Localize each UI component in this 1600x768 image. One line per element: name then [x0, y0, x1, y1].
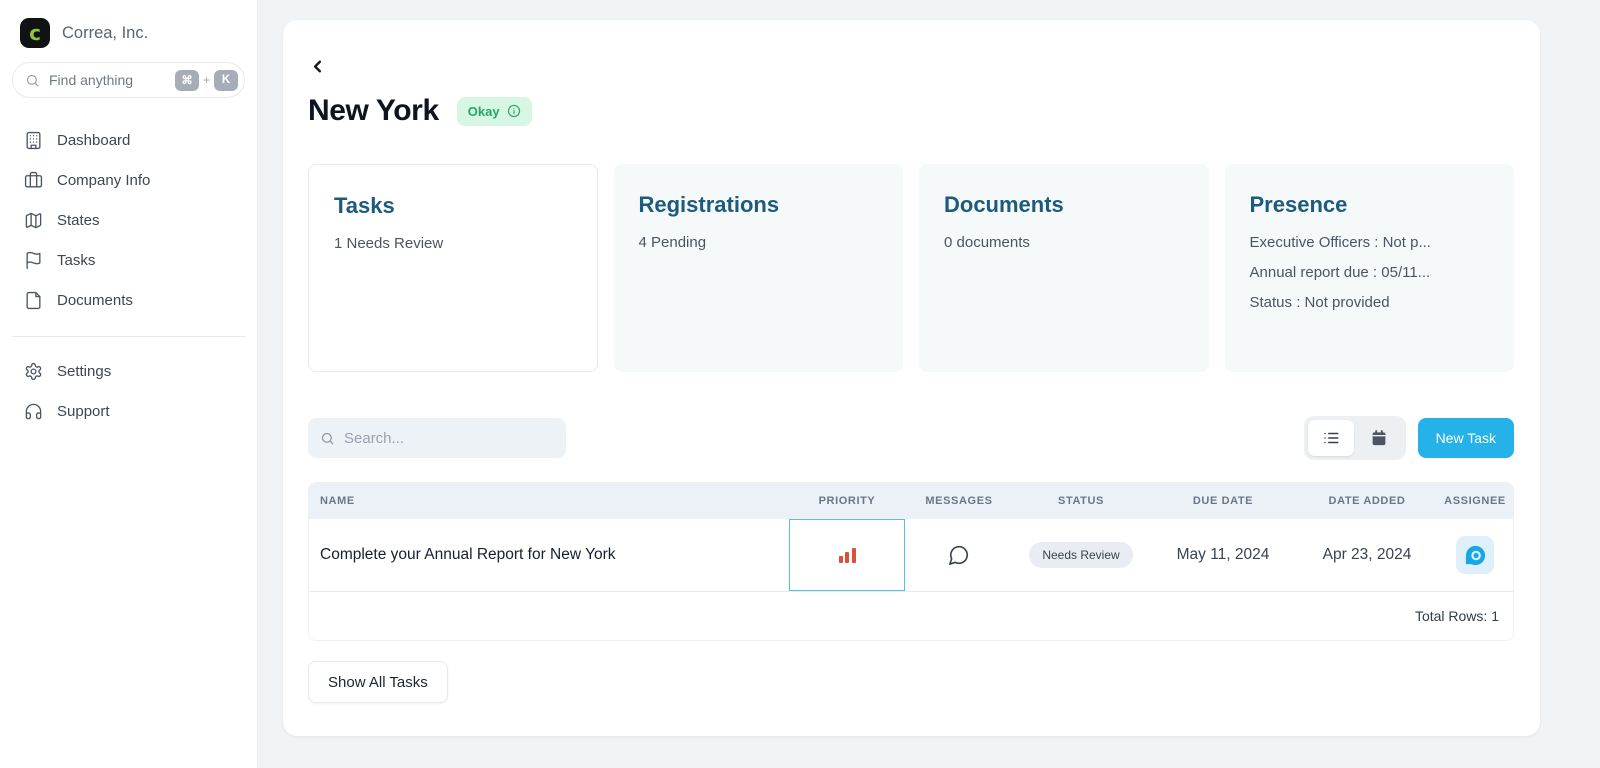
sidebar-item-label: Dashboard [57, 131, 131, 149]
column-header-messages: Messages [925, 495, 993, 507]
gear-icon [25, 362, 42, 380]
list-icon [1323, 432, 1339, 444]
card-line: Executive Officers : Not p... [1249, 234, 1431, 251]
view-toggle [1303, 416, 1406, 460]
chevron-left-icon [313, 60, 322, 72]
k-key: K [214, 69, 238, 91]
sidebar-item-label: Support [57, 402, 110, 420]
sidebar: c Correa, Inc. Find anything ⌘ + K Dashb… [0, 0, 258, 768]
assignee-avatar [1456, 536, 1494, 574]
summary-cards: Tasks 1 Needs Review Registrations 4 Pen… [308, 164, 1514, 372]
table-row[interactable]: Complete your Annual Report for New York… [309, 519, 1513, 592]
tasks-card[interactable]: Tasks 1 Needs Review [308, 164, 598, 372]
messages-cell[interactable] [905, 519, 1013, 591]
sidebar-item-states[interactable]: States [12, 200, 245, 240]
command-key: ⌘ [174, 69, 199, 91]
message-bubble-icon [949, 545, 969, 565]
column-header-name: Name [320, 495, 355, 507]
sidebar-divider [12, 336, 245, 337]
sidebar-item-dashboard[interactable]: Dashboard [12, 120, 245, 160]
status-pill: Needs Review [1029, 542, 1133, 568]
assignee-logo-icon [1465, 545, 1485, 565]
table-footer: Total Rows: 1 [309, 592, 1513, 640]
page-header: New York Okay [308, 94, 1514, 128]
card-line: Status : Not provided [1249, 294, 1390, 311]
main-area: New York Okay Tasks 1 Needs Review Regis… [258, 0, 1600, 768]
global-search-input[interactable]: Find anything ⌘ + K [12, 62, 245, 98]
card-title: Documents [944, 192, 1064, 217]
sidebar-item-label: Tasks [57, 251, 96, 269]
tasks-table: Name Priority Messages Status Due Date D… [308, 482, 1514, 641]
calendar-view-button[interactable] [1356, 420, 1402, 456]
total-rows: Total Rows: 1 [1414, 608, 1499, 624]
card-title: Tasks [334, 193, 395, 218]
sidebar-item-settings[interactable]: Settings [12, 351, 245, 391]
building-icon [26, 131, 41, 149]
column-header-priority: Priority [818, 495, 876, 507]
assignee-cell[interactable] [1437, 519, 1513, 591]
calendar-icon [1372, 430, 1385, 446]
tasks-toolbar: New Task [308, 416, 1514, 460]
task-name[interactable]: Complete your Annual Report for New York [320, 546, 616, 563]
card-line: Annual report due : 05/11... [1249, 264, 1431, 281]
card-title: Presence [1249, 192, 1348, 217]
sidebar-footer-nav: Settings Support [12, 351, 245, 431]
info-icon [507, 104, 520, 118]
presence-card[interactable]: Presence Executive Officers : Not p... A… [1224, 164, 1514, 372]
task-search[interactable] [308, 418, 566, 458]
column-header-due-date: Due Date [1192, 495, 1254, 507]
map-icon [25, 212, 42, 228]
company-name: Correa, Inc. [62, 23, 149, 42]
keyboard-shortcut: ⌘ + K [174, 69, 238, 91]
due-date-cell: May 11, 2024 [1176, 546, 1270, 563]
page-title: New York [308, 94, 439, 127]
toolbar-actions: New Task [1303, 416, 1514, 460]
headset-icon [25, 403, 42, 419]
company-logo-icon: c [20, 18, 50, 48]
priority-high-icon [838, 547, 856, 563]
sidebar-item-label: Company Info [57, 171, 151, 189]
new-task-button[interactable]: New Task [1417, 418, 1514, 458]
status-badge-label: Okay [467, 103, 500, 119]
global-search-placeholder: Find anything [49, 72, 134, 88]
list-view-button[interactable] [1307, 420, 1354, 456]
column-header-status: Status [1058, 495, 1104, 507]
sidebar-nav: Dashboard Company Info States Tasks Docu… [12, 120, 245, 320]
sidebar-item-company-info[interactable]: Company Info [12, 160, 245, 200]
table-header: Name Priority Messages Status Due Date D… [309, 483, 1513, 519]
status-badge[interactable]: Okay [456, 96, 532, 126]
sidebar-item-label: Documents [57, 291, 133, 309]
card-line: 4 Pending [638, 234, 707, 251]
sidebar-item-documents[interactable]: Documents [12, 280, 245, 320]
flag-icon [26, 251, 41, 269]
column-header-assignee: Assignee [1444, 495, 1506, 507]
search-icon [321, 432, 334, 444]
priority-cell[interactable] [789, 519, 905, 591]
show-all-tasks-button[interactable]: Show All Tasks [308, 661, 448, 703]
document-icon [26, 291, 41, 309]
column-header-date-added: Date Added [1328, 495, 1406, 507]
card-title: Registrations [638, 192, 780, 217]
company-switcher[interactable]: c Correa, Inc. [12, 14, 245, 62]
documents-card[interactable]: Documents 0 documents [919, 164, 1209, 372]
state-detail-panel: New York Okay Tasks 1 Needs Review Regis… [283, 20, 1540, 736]
task-search-input[interactable] [344, 429, 554, 447]
date-added-cell: Apr 23, 2024 [1322, 546, 1412, 563]
registrations-card[interactable]: Registrations 4 Pending [613, 164, 903, 372]
briefcase-icon [24, 171, 43, 188]
sidebar-item-label: Settings [57, 362, 112, 380]
sidebar-item-tasks[interactable]: Tasks [12, 240, 245, 280]
status-cell: Needs Review [1013, 519, 1149, 591]
back-button[interactable] [308, 54, 332, 78]
sidebar-item-support[interactable]: Support [12, 391, 245, 431]
card-line: 0 documents [944, 234, 1030, 251]
sidebar-item-label: States [57, 211, 100, 229]
card-line: 1 Needs Review [334, 235, 444, 252]
search-icon [26, 74, 39, 86]
